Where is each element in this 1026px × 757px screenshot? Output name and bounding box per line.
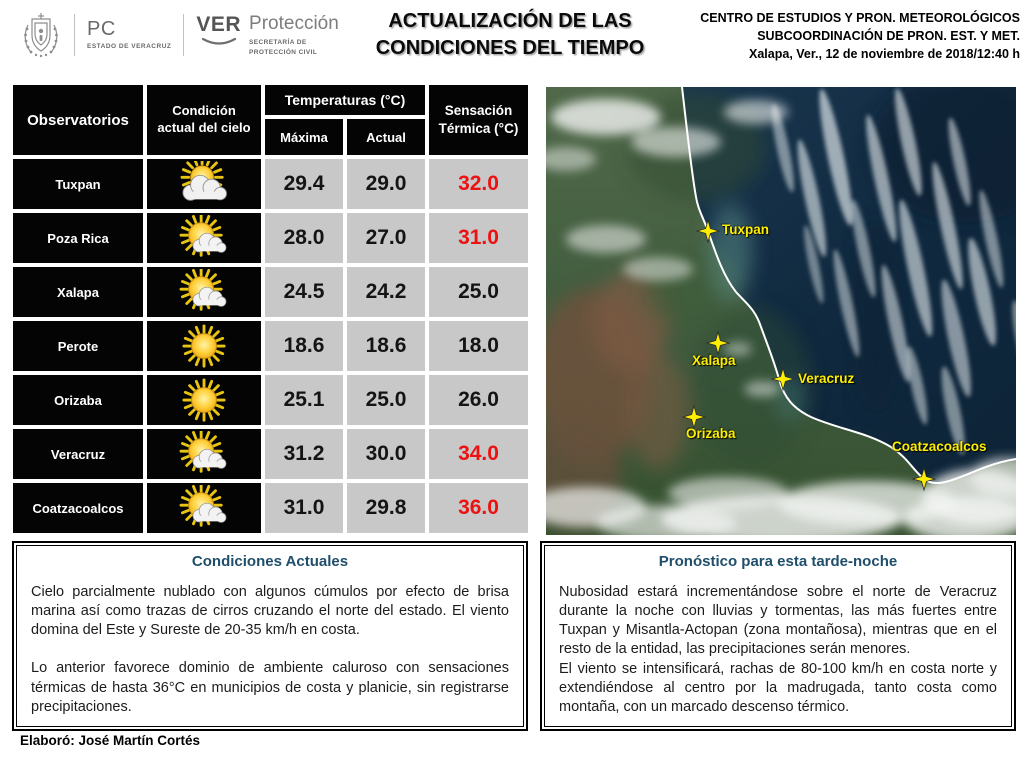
header-logos: PC ESTADO DE VERACRUZ VER Protección SEC… xyxy=(20,6,339,64)
table-row-city: Coatzacoalcos xyxy=(13,483,143,533)
author-line: Elaboró: José Martín Cortés xyxy=(20,733,201,748)
logo-divider xyxy=(183,14,185,56)
pc-logo: PC ESTADO DE VERACRUZ xyxy=(87,19,171,51)
observatories-table: Observatorios Condición actual del cielo… xyxy=(13,85,528,533)
actual-value: 30.0 xyxy=(347,429,425,479)
col-header-sensacion: Sensación Térmica (°C) xyxy=(429,85,528,155)
proteccion-word: Protección xyxy=(249,12,339,34)
map-label-coatzacoalcos: Coatzacoalcos xyxy=(892,439,987,454)
sky-condition-icon xyxy=(147,375,261,425)
table-row-city: Orizaba xyxy=(13,375,143,425)
pc-logo-subtext: ESTADO DE VERACRUZ xyxy=(87,43,172,51)
sensacion-value: 18.0 xyxy=(429,321,528,371)
maxima-value: 24.5 xyxy=(265,267,343,317)
actual-value: 29.8 xyxy=(347,483,425,533)
col-header-observatorios: Observatorios xyxy=(13,85,143,155)
secretaria-subtext: SECRETARÍA DE PROTECCIÓN CIVIL xyxy=(249,38,318,56)
org-header: CENTRO DE ESTUDIOS Y PRON. METEOROLÓGICO… xyxy=(700,9,1020,63)
map-label-orizaba: Orizaba xyxy=(686,426,736,441)
actual-value: 18.6 xyxy=(347,321,425,371)
city-marker-tuxpan xyxy=(695,218,721,244)
current-conditions-box: Condiciones Actuales Cielo parcialmente … xyxy=(12,541,528,731)
sky-condition-icon xyxy=(147,159,261,209)
table-row-city: Tuxpan xyxy=(13,159,143,209)
maxima-value: 31.0 xyxy=(265,483,343,533)
sensacion-value: 34.0 xyxy=(429,429,528,479)
table-row-city: Xalapa xyxy=(13,267,143,317)
pc-logo-text: PC xyxy=(87,18,116,41)
map-label-veracruz: Veracruz xyxy=(798,371,855,386)
col-header-temperaturas: Temperaturas (°C) xyxy=(265,85,425,115)
map-label-tuxpan: Tuxpan xyxy=(722,222,769,237)
page-title-line1: ACTUALIZACIÓN DE LAS xyxy=(388,10,632,32)
actual-value: 29.0 xyxy=(347,159,425,209)
sky-condition-icon xyxy=(147,213,261,263)
table-row-city: Perote xyxy=(13,321,143,371)
sensacion-value: 25.0 xyxy=(429,267,528,317)
forecast-paragraph-2: El viento se intensificará, rachas de 80… xyxy=(559,660,997,715)
city-marker-orizaba xyxy=(681,404,707,430)
org-datetime: Xalapa, Ver., 12 de noviembre de 2018/12… xyxy=(749,47,1020,62)
col-header-condicion: Condición actual del cielo xyxy=(147,85,261,155)
sky-condition-icon xyxy=(147,267,261,317)
col-header-actual: Actual xyxy=(347,119,425,155)
maxima-value: 28.0 xyxy=(265,213,343,263)
city-marker-coatzacoalcos xyxy=(911,466,937,492)
forecast-box: Pronóstico para esta tarde-noche Nubosid… xyxy=(540,541,1016,731)
proteccion-civil-logo: VER Protección SECRETARÍA DE PROTECCIÓN … xyxy=(196,13,338,58)
current-conditions-paragraph-1: Cielo parcialmente nublado con algunos c… xyxy=(31,584,509,639)
city-marker-xalapa xyxy=(705,330,731,356)
org-line1: CENTRO DE ESTUDIOS Y PRON. METEOROLÓGICO… xyxy=(700,11,1020,25)
ver-logo-text: VER xyxy=(196,12,242,36)
logo-divider xyxy=(74,14,75,56)
col-header-maxima: Máxima xyxy=(265,119,343,155)
actual-value: 27.0 xyxy=(347,213,425,263)
actual-value: 24.2 xyxy=(347,267,425,317)
maxima-value: 29.4 xyxy=(265,159,343,209)
satellite-map: Tuxpan Xalapa Veracruz Orizaba Coatzacoa… xyxy=(546,87,1016,535)
actual-value: 25.0 xyxy=(347,375,425,425)
page-title-line2: CONDICIONES DEL TIEMPO xyxy=(375,37,645,59)
page-title: ACTUALIZACIÓN DE LAS CONDICIONES DEL TIE… xyxy=(330,8,690,62)
org-line2: SUBCOORDINACIÓN DE PRON. EST. Y MET. xyxy=(757,29,1020,44)
sensacion-value: 26.0 xyxy=(429,375,528,425)
satellite-image xyxy=(546,87,1016,535)
current-conditions-paragraph-2: Lo anterior favorece dominio de ambiente… xyxy=(31,660,509,715)
ver-swoosh-icon xyxy=(201,37,236,45)
forecast-paragraph-1: Nubosidad estará incrementándose sobre e… xyxy=(559,584,997,658)
sensacion-value: 32.0 xyxy=(429,159,528,209)
sensacion-value: 36.0 xyxy=(429,483,528,533)
maxima-value: 25.1 xyxy=(265,375,343,425)
map-label-xalapa: Xalapa xyxy=(692,353,736,368)
forecast-title: Pronóstico para esta tarde-noche xyxy=(658,553,898,570)
current-conditions-title: Condiciones Actuales xyxy=(191,553,349,570)
sky-condition-icon xyxy=(147,483,261,533)
table-row-city: Veracruz xyxy=(13,429,143,479)
table-row-city: Poza Rica xyxy=(13,213,143,263)
veracruz-state-seal-icon xyxy=(24,13,58,58)
city-marker-veracruz xyxy=(770,366,796,392)
sensacion-value: 31.0 xyxy=(429,213,528,263)
sky-condition-icon xyxy=(147,321,261,371)
maxima-value: 18.6 xyxy=(265,321,343,371)
sky-condition-icon xyxy=(147,429,261,479)
maxima-value: 31.2 xyxy=(265,429,343,479)
